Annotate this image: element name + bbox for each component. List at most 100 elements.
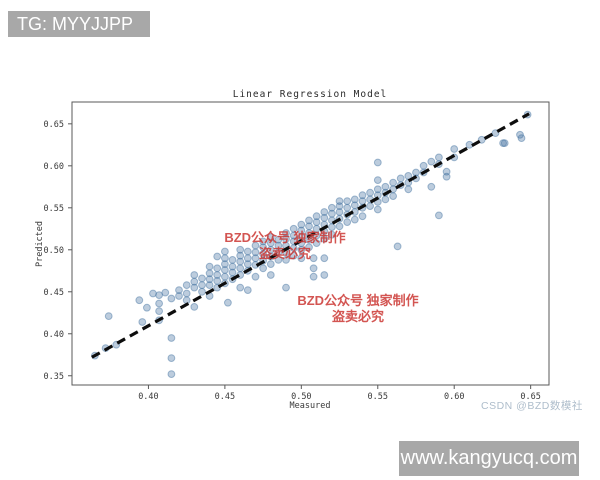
scatter-point (289, 231, 298, 240)
scatter-point (373, 185, 382, 194)
scatter-point (266, 233, 275, 242)
scatter-point (251, 241, 260, 250)
scatter-point (198, 287, 206, 296)
scatter-point (350, 201, 359, 210)
scatter-point (381, 195, 390, 204)
scatter-point (335, 208, 344, 216)
scatter-point (350, 195, 359, 204)
scatter-point (435, 211, 443, 220)
red-watermark-2: BZD公众号 独家制作 盗卖必究 (283, 293, 433, 325)
scatter-point (320, 235, 329, 243)
scatter-point (135, 296, 144, 305)
scatter-point (499, 139, 508, 148)
scatter-point (243, 260, 252, 269)
scatter-point (297, 220, 306, 229)
scatter-point (297, 245, 306, 254)
scatter-point (320, 254, 329, 263)
telegram-watermark-banner: TG: MYYJJPP (8, 11, 150, 37)
scatter-point (236, 283, 245, 292)
scatter-point (282, 235, 290, 243)
scatter-point (167, 370, 176, 379)
scatter-point (320, 271, 329, 279)
scatter-point (236, 245, 245, 254)
scatter-point (305, 222, 313, 231)
scatter-point (289, 224, 298, 233)
scatter-point (366, 188, 375, 197)
y-tick-label: 0.40 (44, 330, 64, 340)
scatter-point (155, 307, 164, 316)
chart-title: Linear Regression Model (233, 89, 388, 100)
scatter-point (450, 145, 459, 153)
scatter-point (404, 185, 413, 194)
scatter-point (309, 272, 318, 281)
scatter-point (213, 277, 222, 285)
scatter-point (104, 312, 113, 321)
scatter-point (442, 172, 451, 181)
scatter-point (343, 203, 352, 212)
scatter-point (477, 135, 486, 144)
scatter-point (312, 212, 321, 221)
scatter-point (282, 229, 290, 237)
scatter-point (427, 182, 436, 191)
scatter-point (259, 243, 268, 252)
scatter-point (335, 222, 344, 231)
scatter-point (259, 237, 268, 246)
scatter-point (266, 271, 275, 279)
scatter-point (138, 318, 147, 326)
scatter-point (343, 197, 352, 206)
scatter-point (274, 241, 283, 250)
scatter-point (155, 291, 164, 300)
scatter-point (358, 212, 367, 221)
scatter-point (182, 281, 191, 290)
scatter-point (228, 268, 237, 277)
scatter-point (309, 264, 318, 273)
scatter-point (274, 256, 283, 264)
scatter-point (251, 248, 260, 257)
scatter-point (149, 289, 157, 298)
scatter-point (213, 271, 222, 279)
red-watermark-1-line1: BZD公众号 独家制作 (224, 230, 346, 245)
scatter-point (500, 139, 509, 148)
scatter-point (328, 209, 336, 218)
scatter-point (266, 245, 275, 254)
x-tick-label: 0.50 (291, 392, 311, 402)
scatter-point (305, 216, 313, 225)
scatter-point (274, 235, 283, 244)
scatter-point (297, 226, 306, 235)
scatter-point (393, 242, 402, 251)
scatter-point (282, 283, 290, 292)
scatter-point (251, 254, 260, 263)
scatter-point (435, 153, 443, 162)
y-tick-label: 0.35 (44, 372, 64, 382)
scatter-point (396, 174, 405, 183)
scatter-point (143, 303, 151, 312)
scatter-point (190, 283, 199, 292)
scatter-point (167, 294, 176, 303)
scatter-point (221, 266, 229, 274)
scatter-point (243, 254, 252, 263)
scatter-point (389, 178, 398, 187)
y-tick-label: 0.60 (44, 162, 64, 172)
scatter-point (167, 334, 176, 342)
scatter-point (182, 289, 191, 298)
scatter-point (320, 214, 329, 222)
x-tick-label: 0.45 (215, 392, 235, 402)
scatter-point (419, 161, 428, 170)
y-tick-label: 0.65 (44, 120, 64, 130)
scatter-point (205, 262, 214, 271)
scatter-point (373, 158, 382, 167)
scatter-point (190, 277, 199, 286)
scatter-point (335, 202, 344, 211)
red-watermark-2-line2: 盗卖必究 (331, 309, 384, 324)
scatter-point (205, 275, 214, 284)
scatter-point (358, 191, 367, 200)
y-tick-label: 0.50 (44, 246, 64, 256)
scatter-point (328, 230, 336, 239)
scatter-point (251, 272, 260, 281)
scatter-point (343, 218, 352, 227)
scatter-point (373, 205, 382, 214)
scatter-point (358, 197, 367, 206)
scatter-point (305, 243, 313, 252)
scatter-point (243, 247, 252, 256)
